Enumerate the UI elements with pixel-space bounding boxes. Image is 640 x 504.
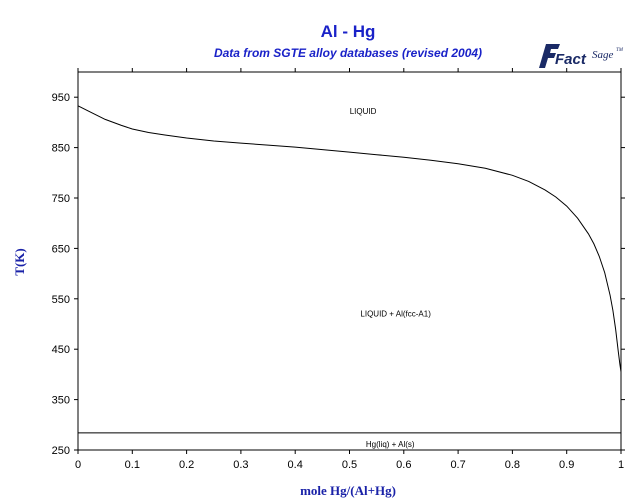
y-tick-label: 350: [52, 395, 70, 407]
y-tick-label: 650: [52, 243, 70, 255]
factsage-logo: Fact Sage TM: [539, 44, 624, 68]
x-tick-label: 0.2: [179, 459, 194, 471]
x-tick-label: 0.4: [288, 459, 303, 471]
y-tick-label: 750: [52, 193, 70, 205]
y-axis-label: T(K): [12, 248, 27, 275]
logo-trademark: TM: [616, 48, 624, 53]
x-tick-label: 0.9: [559, 459, 574, 471]
phase-region-labels: LIQUID LIQUID + Al(fcc-A1) Hg(liq) + Al(s): [350, 107, 431, 449]
x-axis-label: mole Hg/(Al+Hg): [300, 483, 396, 498]
liquidus-line: [77, 105, 622, 372]
y-tick-label: 550: [52, 294, 70, 306]
x-tick-label: 0.6: [396, 459, 411, 471]
phase-region-label: Hg(liq) + Al(s): [366, 440, 415, 449]
y-tick-label: 250: [52, 445, 70, 457]
x-tick-label: 0.5: [342, 459, 357, 471]
chart-title: Al - Hg: [321, 22, 376, 41]
phase-region-label: LIQUID: [350, 107, 377, 116]
x-tick-label: 0: [75, 459, 81, 471]
plot-frame: [77, 71, 622, 451]
y-axis: 250 350 450 550 650 750 850 950: [52, 92, 625, 457]
x-tick-label: 0.8: [505, 459, 520, 471]
y-tick-label: 450: [52, 344, 70, 356]
chart-subtitle: Data from SGTE alloy databases (revised …: [214, 46, 482, 60]
y-tick-label: 850: [52, 143, 70, 155]
y-tick-label: 950: [52, 92, 70, 104]
logo-word-sage: Sage: [592, 49, 614, 61]
x-axis: 0 0.1 0.2 0.3 0.4 0.5 0.6 0.7 0.8 0.9 1: [75, 68, 624, 471]
x-tick-label: 0.7: [450, 459, 465, 471]
logo-f-mark: [539, 44, 560, 68]
logo-word-fact: Fact: [555, 51, 587, 68]
x-tick-label: 1: [618, 459, 624, 471]
x-tick-label: 0.1: [125, 459, 140, 471]
phase-region-label: LIQUID + Al(fcc-A1): [360, 309, 431, 318]
x-tick-label: 0.3: [233, 459, 248, 471]
phase-boundaries: [77, 105, 622, 434]
